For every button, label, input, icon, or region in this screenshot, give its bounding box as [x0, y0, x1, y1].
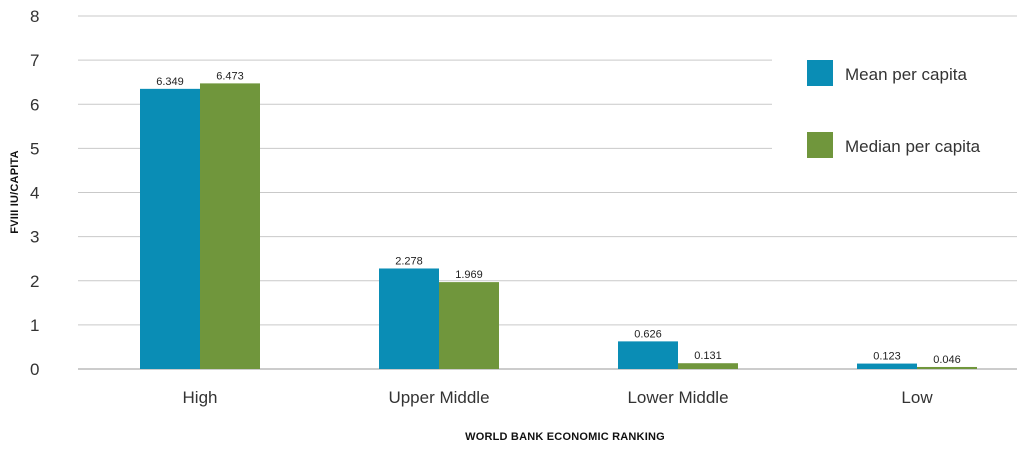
- legend-swatch: [807, 60, 833, 86]
- data-label: 6.473: [216, 70, 244, 82]
- data-label: 0.123: [873, 351, 901, 363]
- x-tick-label: Low: [901, 388, 933, 407]
- bar-median-high: [200, 83, 260, 369]
- bar-mean-upper-middle: [379, 268, 439, 369]
- data-label: 1.969: [455, 269, 483, 281]
- data-label: 6.349: [156, 76, 184, 88]
- y-tick-label: 1: [30, 316, 39, 335]
- y-tick-label: 0: [30, 360, 39, 379]
- y-tick-label: 2: [30, 272, 39, 291]
- data-label: 0.626: [634, 328, 662, 340]
- legend-label: Median per capita: [845, 137, 981, 156]
- bar-mean-low: [857, 363, 917, 369]
- legend-swatch: [807, 132, 833, 158]
- bar-median-upper-middle: [439, 282, 499, 369]
- x-tick-label: High: [183, 388, 218, 407]
- bar-median-low: [917, 366, 977, 369]
- y-tick-label: 6: [30, 95, 39, 114]
- y-axis-title: FVIII IU/CAPITA: [9, 150, 21, 233]
- y-tick-label: 4: [30, 184, 39, 203]
- data-label: 2.278: [395, 255, 423, 267]
- y-tick-label: 7: [30, 51, 39, 70]
- x-tick-label: Lower Middle: [627, 388, 728, 407]
- x-axis-title: WORLD BANK ECONOMIC RANKING: [465, 431, 665, 443]
- bar-mean-lower-middle: [618, 341, 678, 369]
- y-tick-label: 3: [30, 228, 39, 247]
- y-axis-ticks: 0 1 2 3 4 5 6 7 8: [30, 7, 39, 379]
- bars: [140, 83, 977, 369]
- x-tick-label: Upper Middle: [388, 388, 489, 407]
- legend: Mean per capita Median per capita: [807, 60, 981, 158]
- y-tick-label: 8: [30, 7, 39, 26]
- legend-label: Mean per capita: [845, 65, 967, 84]
- y-tick-label: 5: [30, 139, 39, 158]
- data-labels: 6.349 6.473 2.278 1.969 0.626 0.131 0.123 0.046: [156, 70, 961, 366]
- data-label: 0.131: [694, 350, 722, 362]
- bar-median-lower-middle: [678, 363, 738, 369]
- bar-mean-high: [140, 88, 200, 369]
- x-axis-ticks: High Upper Middle Lower Middle Low: [183, 388, 934, 407]
- data-label: 0.046: [933, 354, 961, 366]
